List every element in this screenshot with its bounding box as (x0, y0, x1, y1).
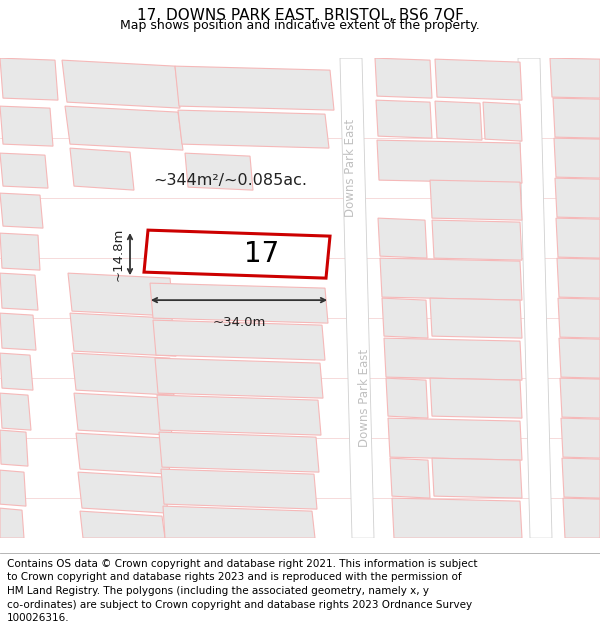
Polygon shape (518, 58, 552, 538)
Polygon shape (388, 418, 522, 460)
Polygon shape (376, 100, 432, 138)
Polygon shape (153, 320, 325, 360)
Polygon shape (432, 458, 522, 498)
Polygon shape (386, 378, 428, 418)
Polygon shape (74, 393, 172, 435)
Polygon shape (377, 140, 522, 183)
Polygon shape (159, 432, 319, 472)
Polygon shape (163, 506, 315, 538)
Polygon shape (155, 358, 323, 398)
Polygon shape (430, 298, 522, 338)
Polygon shape (378, 218, 427, 258)
Polygon shape (175, 66, 334, 110)
Polygon shape (157, 395, 321, 435)
Polygon shape (68, 273, 174, 316)
Polygon shape (430, 378, 522, 418)
Polygon shape (0, 353, 33, 390)
Text: 17: 17 (244, 240, 280, 268)
Polygon shape (432, 220, 522, 260)
Polygon shape (435, 101, 482, 140)
Polygon shape (150, 283, 328, 323)
Polygon shape (554, 138, 600, 178)
Polygon shape (0, 153, 48, 188)
Polygon shape (76, 433, 170, 474)
Polygon shape (0, 273, 38, 310)
Polygon shape (555, 178, 600, 218)
Polygon shape (70, 313, 176, 356)
Polygon shape (0, 313, 36, 350)
Polygon shape (0, 470, 26, 506)
Text: HM Land Registry. The polygons (including the associated geometry, namely x, y: HM Land Registry. The polygons (includin… (7, 586, 429, 596)
Polygon shape (0, 393, 31, 430)
Polygon shape (380, 258, 522, 300)
Polygon shape (375, 58, 432, 98)
Polygon shape (0, 106, 53, 146)
Polygon shape (483, 102, 522, 141)
Polygon shape (340, 58, 374, 538)
Text: to Crown copyright and database rights 2023 and is reproduced with the permissio: to Crown copyright and database rights 2… (7, 572, 462, 582)
Polygon shape (78, 472, 168, 513)
Polygon shape (0, 193, 43, 228)
Polygon shape (560, 378, 600, 418)
Text: 100026316.: 100026316. (7, 613, 70, 623)
Polygon shape (382, 298, 428, 338)
Polygon shape (185, 153, 253, 190)
Polygon shape (161, 469, 317, 509)
Text: 17, DOWNS PARK EAST, BRISTOL, BS6 7QF: 17, DOWNS PARK EAST, BRISTOL, BS6 7QF (137, 8, 463, 23)
Polygon shape (390, 458, 430, 498)
Polygon shape (562, 458, 600, 498)
Polygon shape (435, 59, 522, 100)
Text: co-ordinates) are subject to Crown copyright and database rights 2023 Ordnance S: co-ordinates) are subject to Crown copyr… (7, 599, 472, 609)
Polygon shape (556, 218, 600, 258)
Polygon shape (553, 98, 600, 138)
Polygon shape (80, 511, 165, 538)
Polygon shape (0, 508, 24, 538)
Polygon shape (557, 258, 600, 298)
Polygon shape (561, 418, 600, 458)
Polygon shape (392, 498, 522, 538)
Polygon shape (559, 338, 600, 378)
Polygon shape (563, 498, 600, 538)
Text: Contains OS data © Crown copyright and database right 2021. This information is : Contains OS data © Crown copyright and d… (7, 559, 478, 569)
Polygon shape (558, 298, 600, 338)
Polygon shape (0, 430, 28, 466)
Polygon shape (144, 230, 330, 278)
Polygon shape (430, 180, 522, 220)
Text: ~34.0m: ~34.0m (212, 316, 266, 329)
Polygon shape (0, 233, 40, 270)
Polygon shape (72, 353, 174, 395)
Polygon shape (550, 58, 600, 98)
Text: Downs Park East: Downs Park East (344, 119, 358, 217)
Polygon shape (65, 106, 183, 150)
Text: ~344m²/~0.085ac.: ~344m²/~0.085ac. (153, 173, 307, 188)
Polygon shape (178, 110, 329, 148)
Polygon shape (70, 148, 134, 190)
Polygon shape (62, 60, 180, 108)
Polygon shape (384, 338, 522, 380)
Text: Downs Park East: Downs Park East (358, 349, 371, 448)
Text: Map shows position and indicative extent of the property.: Map shows position and indicative extent… (120, 19, 480, 32)
Polygon shape (0, 58, 58, 100)
Text: ~14.8m: ~14.8m (112, 228, 125, 281)
